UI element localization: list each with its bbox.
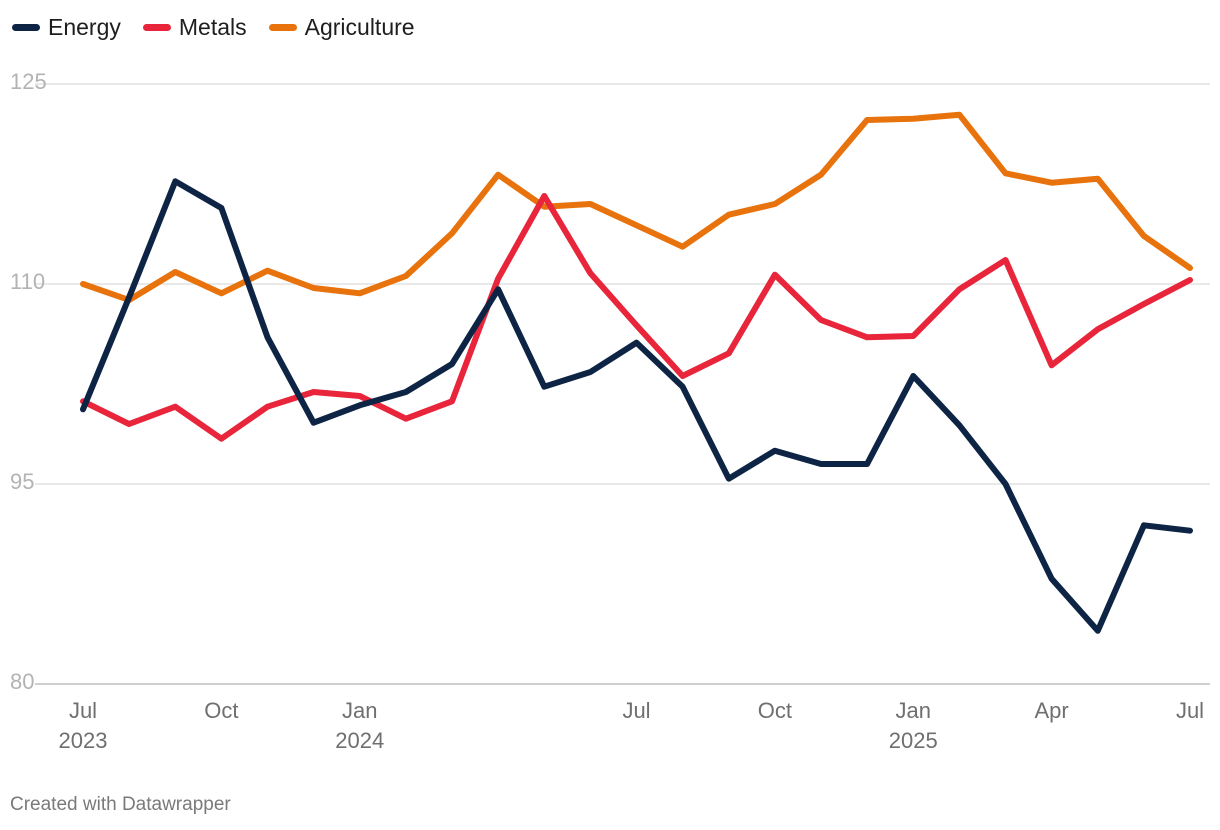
x-tick-year-2025: 2025 <box>889 728 938 753</box>
y-tick-label-125: 125 <box>10 69 47 94</box>
x-tick-year-2024: 2024 <box>335 728 384 753</box>
legend-swatch-metals <box>142 24 171 31</box>
x-tick-label-oct-3: Oct <box>204 698 238 723</box>
y-tick-label-110: 110 <box>10 269 45 294</box>
legend-swatch-agriculture <box>268 24 297 31</box>
legend-item-energy: Energy <box>12 14 121 41</box>
x-tick-label-apr-21: Apr <box>1035 698 1069 723</box>
x-tick-label-oct-15: Oct <box>758 698 792 723</box>
x-tick-label-jan-6: Jan <box>342 698 377 723</box>
x-tick-year-2023: 2023 <box>59 728 108 753</box>
line-chart: 125 110 95 80 Jul 2023 Oct Jan 2024 Jul Oct Jan 2025… <box>10 69 1210 753</box>
y-tick-label-80: 80 <box>10 669 34 694</box>
x-tick-label-jul-0: Jul <box>69 698 97 723</box>
legend-label-energy: Energy <box>48 14 121 40</box>
legend-swatch-energy <box>12 24 40 31</box>
x-tick-label-jul-12: Jul <box>622 698 650 723</box>
series-line-energy <box>80 178 1193 634</box>
legend: Energy Metals Agriculture <box>12 14 415 41</box>
legend-label-metals: Metals <box>178 14 247 40</box>
legend-item-agriculture: Agriculture <box>268 14 415 41</box>
x-tick-label-jan-18: Jan <box>896 698 931 723</box>
x-tick-label-jul-24: Jul <box>1176 698 1204 723</box>
legend-item-metals: Metals <box>142 14 247 41</box>
footer-credit: Created with Datawrapper <box>10 794 231 815</box>
legend-label-agriculture: Agriculture <box>304 14 415 40</box>
y-tick-label-95: 95 <box>10 469 34 494</box>
series-line-metals <box>80 193 1193 442</box>
series-line-agriculture <box>80 111 1193 303</box>
